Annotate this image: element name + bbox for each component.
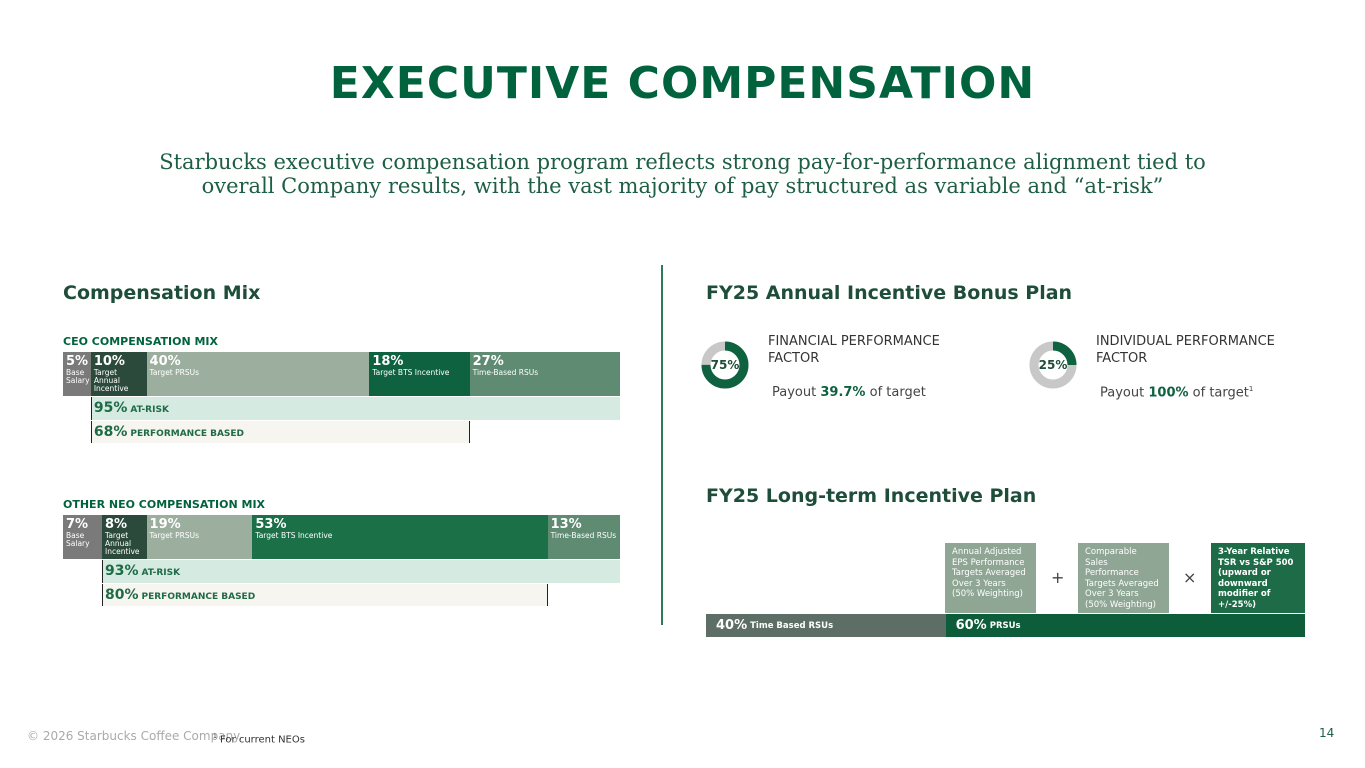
payout-prefix: Payout [1100,385,1145,401]
donut-label: 75% [711,358,740,372]
segment-name: Target BTS Incentive [255,531,333,540]
operator: + [1051,568,1065,587]
segment: 53% Target BTS Incentive [252,515,548,559]
plan-box: Comparable Sales Performance Targets Ave… [1078,543,1169,613]
bar-label: 93% [104,563,139,579]
page-number: 14 [1319,726,1335,740]
payout-suffix: of target [869,385,926,400]
segment: 7% Base Salary [63,515,102,559]
segment: 40% Target PRSUs [146,352,370,396]
donut-arc [1029,341,1077,389]
donut: 75% [701,341,749,389]
segment: 27% Time-Based RSUs [469,352,620,396]
footnote-mark: 1 [1248,385,1254,393]
payout-suffix: of target [1192,385,1249,401]
segment: 18% Target BTS Incentive [369,352,470,396]
segment-label: 18% [372,354,404,369]
performance-based-bar: 80% PERFORMANCE BASED [101,584,548,606]
segment-label: 13% [550,517,582,532]
section-heading: FY25 Annual Incentive Bonus Plan [706,282,1073,304]
bar-text: PERFORMANCE BASED [130,429,245,439]
at-risk-bar: 95% AT-RISK [90,397,620,420]
donut-arc [701,341,749,389]
donut-label: 25% [1039,358,1068,372]
segment-label: 8% [104,517,128,532]
segment-label: 5% [66,354,89,369]
mix: OTHER NEO COMPENSATION MIX 7% Base Salary 8… [63,498,620,614]
operator: × [1183,568,1197,587]
segment-name: Target BTS Incentive [372,368,450,377]
segment-label: 40% [149,354,181,369]
segment: 10% Target Annual Incentive [90,352,147,396]
mix: CEO COMPENSATION MIX 5% Base Salary 10% Targ… [63,335,620,451]
segment: 8% Target Annual Incentive [101,515,147,559]
payout-prefix: Payout [772,385,817,400]
segment-name: Time-Based RSUs [472,368,539,377]
mix-bar: 7% Base Salary 8% Target Annual Incentive 19… [63,515,620,559]
segment: 13% Time-Based RSUs [547,515,620,559]
bar-label: 68% [93,424,128,440]
subtitle-line: Starbucks executive compensation program… [159,150,1206,174]
bar-text: PERFORMANCE BASED [141,592,256,602]
mix-bar: 5% Base Salary 10% Target Annual Incentive 4… [63,352,620,396]
payout: Payout 39.7% of target [772,385,926,400]
segment: 5% Base Salary [63,352,91,396]
long-term-segment: 60% PRSUs [945,614,1305,637]
long-term-segment: 40% Time Based RSUs [706,614,946,637]
segment-label: 7% [66,517,89,532]
segment-label: 10% [93,354,125,369]
segment-label: 60% [955,618,987,633]
divider [661,265,663,625]
copyright: © 2026 Starbucks Coffee Company. [27,729,243,743]
at-risk-bar: 93% AT-RISK [101,560,620,583]
plan-box: 3-Year Relative TSR vs S&P 500 (upward o… [1211,543,1305,613]
mix-title: CEO COMPENSATION MIX [63,335,219,348]
segment-name: Target Annual Incentive [93,368,129,393]
segment-name: Target PRSUs [149,531,200,540]
payout-value: 39.7% [820,385,866,400]
segment-label: 53% [255,517,287,532]
bar-text: AT-RISK [130,405,169,415]
segment-label: 19% [149,517,181,532]
bar-text: AT-RISK [141,568,181,578]
segment-label: 27% [472,354,504,369]
segment-label: 40% [716,618,748,633]
segment: 19% Target PRSUs [146,515,253,559]
bar-label: 95% [93,400,128,416]
plan-box: Annual Adjusted EPS Performance Targets … [945,543,1036,613]
title: EXECUTIVE COMPENSATION [329,58,1036,109]
donut: 25% [1029,341,1077,389]
footnote-text: For current NEOs [220,734,305,746]
factor-name: INDIVIDUAL PERFORMANCE FACTOR [1096,334,1275,366]
segment-name: Base Salary [66,368,90,385]
footnote: 1 For current NEOs [213,733,305,745]
footnote-mark: 1 [213,733,217,740]
payout-value: 100% [1148,385,1189,401]
section-heading: FY25 Long-term Incentive Plan [706,485,1037,507]
segment-name: Target Annual Incentive [104,531,140,556]
segment-name: Target PRSUs [149,368,200,377]
segment-name: Time Based RSUs [750,620,834,631]
factor-name: FINANCIAL PERFORMANCE FACTOR [768,334,940,366]
mix-title: OTHER NEO COMPENSATION MIX [63,498,266,511]
section-heading: Compensation Mix [63,282,261,304]
payout: Payout 100% of target1 [1100,385,1253,400]
performance-based-bar: 68% PERFORMANCE BASED [90,421,470,443]
segment-name: Base Salary [66,531,90,548]
subtitle-line: overall Company results, with the vast m… [201,174,1164,198]
segment-name: Time-Based RSUs [550,531,617,540]
bar-label: 80% [104,587,139,603]
segment-name: PRSUs [989,620,1021,631]
